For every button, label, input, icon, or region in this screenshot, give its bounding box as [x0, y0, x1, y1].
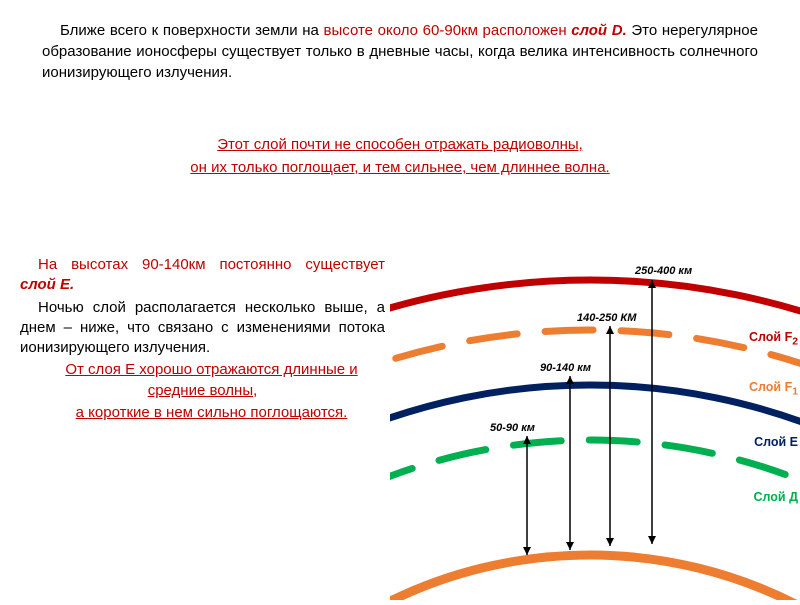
altitude-label: 50-90 км [490, 422, 535, 434]
center-highlight: Этот слой почти не способен отражать рад… [42, 134, 758, 179]
text: Ночью слой располагается несколько выше,… [20, 298, 385, 359]
layer-label: Слой F1 [749, 380, 798, 398]
text: а короткие в нем сильно поглощаются. [20, 403, 385, 423]
text: слой D. [571, 22, 626, 39]
altitude-label: 250-400 км [635, 265, 692, 277]
text: На высотах 90-140км постоянно существует [38, 256, 385, 273]
diagram-svg [390, 250, 800, 600]
altitude-label: 90-140 км [540, 362, 591, 374]
text: От слоя Е хорошо отражаются длинные и ср… [20, 360, 385, 401]
text: слой Е. [20, 276, 74, 293]
text: он их только поглощает, и тем сильнее, ч… [42, 157, 758, 180]
paragraph-top: Ближе всего к поверхности земли на высот… [42, 20, 758, 83]
layer-label: Слой F2 [749, 330, 798, 348]
paragraph-left: На высотах 90-140км постоянно существует… [20, 255, 385, 425]
text: Ближе всего к поверхности земли на [60, 22, 324, 39]
text: высоте около 60-90км расположен [324, 22, 572, 39]
layer-label: Слой E [754, 435, 798, 449]
altitude-label: 140-250 КМ [577, 312, 636, 324]
text: Этот слой почти не способен отражать рад… [42, 134, 758, 157]
ionosphere-diagram: Слой F2 Слой F1 Слой E Слой Д 250-400 км 140… [390, 250, 800, 600]
layer-label: Слой Д [753, 490, 798, 504]
